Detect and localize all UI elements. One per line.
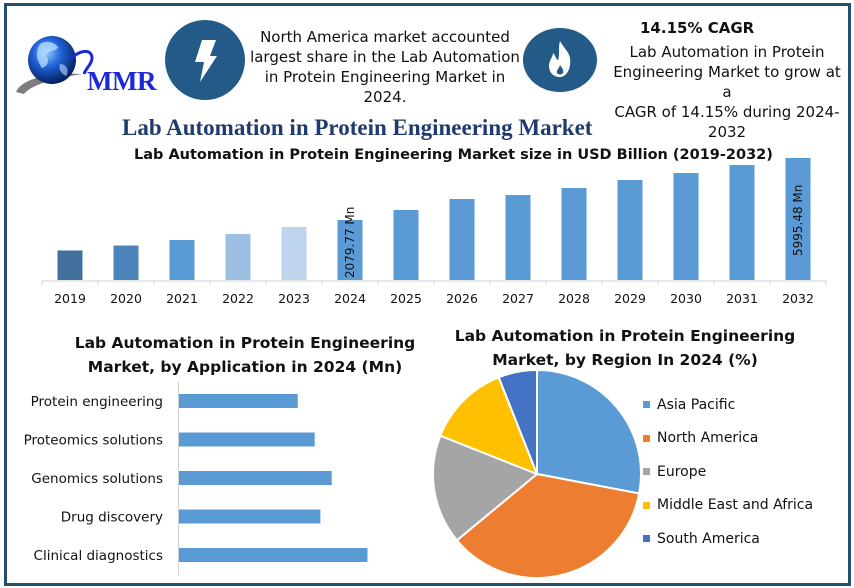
region-pie-chart — [432, 368, 642, 579]
bar-2027 — [505, 194, 531, 280]
x-tick-label: 2020 — [110, 291, 142, 306]
legend-swatch — [643, 401, 650, 409]
bar-2026 — [449, 198, 475, 280]
application-bar-chart: Protein engineering Proteomics solutions G… — [24, 382, 368, 575]
legend-swatch — [643, 468, 650, 476]
pie-slice-asia-pacific — [536, 368, 642, 495]
bar-2022 — [225, 233, 251, 280]
x-tick-label: 2024 — [334, 291, 366, 306]
x-tick-label: 2030 — [670, 291, 702, 306]
bar-2025 — [393, 210, 419, 280]
x-tick-label: 2027 — [502, 291, 534, 306]
legend-label: Asia Pacific — [657, 396, 736, 413]
bar-2032 — [785, 158, 811, 280]
lightning-bolt-icon — [165, 20, 245, 100]
pie-slice-middle-east-and-africa — [439, 376, 539, 476]
callout-line: largest share in the Lab Automation — [250, 48, 520, 66]
pie-slice-north-america — [455, 472, 641, 579]
callout-line: 2024. — [363, 88, 407, 106]
lightning-icon-badge — [164, 20, 246, 107]
x-tick-label: 2019 — [54, 291, 86, 306]
callout-line: North America market accounted — [260, 28, 510, 46]
legend-item: Asia Pacific — [643, 388, 813, 422]
bar-2030 — [673, 173, 699, 280]
callout-line: 2032 — [707, 123, 747, 141]
x-tick-label: 2031 — [726, 291, 758, 306]
bar-2024 — [337, 219, 363, 280]
category-label: Drug discovery — [61, 510, 163, 526]
x-tick-label: 2021 — [166, 291, 198, 306]
globe-swoosh-icon — [16, 36, 94, 94]
cagr-title: 14.15% CAGR — [640, 19, 755, 37]
callout-line: CAGR of 14.15% during 2024- — [614, 103, 840, 121]
x-tick-label: 2025 — [390, 291, 422, 306]
market-size-bar-chart: 2019 2020 2021 2022 2023 2024 2079.77 Mn 2025 20… — [41, 158, 827, 306]
x-tick-label: 2023 — [278, 291, 310, 306]
pie-slice-south-america — [497, 368, 538, 475]
bar-2031 — [729, 164, 755, 280]
x-tick-label: 2028 — [558, 291, 590, 306]
category-label: Protein engineering — [31, 394, 163, 410]
legend-label: South America — [657, 530, 760, 547]
bar-2023 — [281, 226, 307, 280]
region-chart-title: Lab Automation in Protein Engineering Ma… — [440, 324, 810, 372]
title-line: Lab Automation in Protein Engineering — [454, 327, 796, 345]
infographic-frame — [4, 3, 851, 586]
flame-icon — [523, 28, 597, 92]
x-tick-label: 2032 — [782, 291, 814, 306]
title-line: Market, by Application in 2024 (Mn) — [87, 358, 403, 376]
bar-2028 — [561, 187, 587, 280]
bar-2029 — [617, 179, 643, 280]
bar-2021 — [169, 239, 195, 280]
callout-line: Lab Automation in Protein — [629, 43, 825, 61]
legend-swatch — [643, 434, 650, 442]
title-line: Market, by Region In 2024 (%) — [492, 351, 758, 369]
region-legend: Asia Pacific North America Europe Middle Ea… — [643, 388, 813, 556]
market-size-chart-title: Lab Automation in Protein Engineering Ma… — [134, 147, 773, 163]
legend-item: Middle East and Africa — [643, 489, 813, 523]
bar-genomics-solutions — [179, 471, 332, 485]
legend-swatch — [643, 535, 650, 543]
bar-2019 — [57, 250, 83, 280]
category-label: Clinical diagnostics — [34, 548, 163, 564]
x-tick-label: 2022 — [222, 291, 254, 306]
main-title: Lab Automation in Protein Engineering Ma… — [122, 115, 593, 140]
application-chart-title: Lab Automation in Protein Engineering Ma… — [60, 331, 430, 379]
legend-label: Europe — [657, 463, 707, 480]
brand-logo: MMR — [12, 30, 157, 102]
pie-slice-europe — [432, 434, 539, 542]
bar-protein-engineering — [179, 394, 298, 408]
bar-2020 — [113, 245, 139, 280]
callout-line: in Protein Engineering Market in — [264, 68, 506, 86]
category-label: Genomics solutions — [31, 471, 163, 487]
legend-swatch — [643, 501, 650, 509]
cagr-callout: Lab Automation in Protein Engineering Ma… — [607, 42, 847, 142]
callout-line: Engineering Market to grow at a — [613, 63, 841, 101]
bar-proteomics-solutions — [179, 432, 315, 447]
bar-data-label: 2079.77 Mn — [343, 207, 357, 278]
legend-item: North America — [643, 422, 813, 456]
category-label: Proteomics solutions — [24, 433, 163, 449]
x-tick-label: 2026 — [446, 291, 478, 306]
bar-drug-discovery — [179, 509, 321, 524]
legend-item: Europe — [643, 455, 813, 489]
legend-item: South America — [643, 522, 813, 556]
north-america-callout: North America market accounted largest s… — [250, 27, 520, 107]
bar-clinical-diagnostics — [179, 548, 368, 562]
x-tick-label: 2029 — [614, 291, 646, 306]
logo-text: MMR — [87, 66, 156, 96]
flame-icon-badge — [522, 27, 598, 98]
bar-data-label: 5995.48 Mn — [791, 185, 805, 256]
legend-label: Middle East and Africa — [657, 497, 814, 514]
legend-label: North America — [657, 430, 759, 447]
title-line: Lab Automation in Protein Engineering — [74, 334, 416, 352]
